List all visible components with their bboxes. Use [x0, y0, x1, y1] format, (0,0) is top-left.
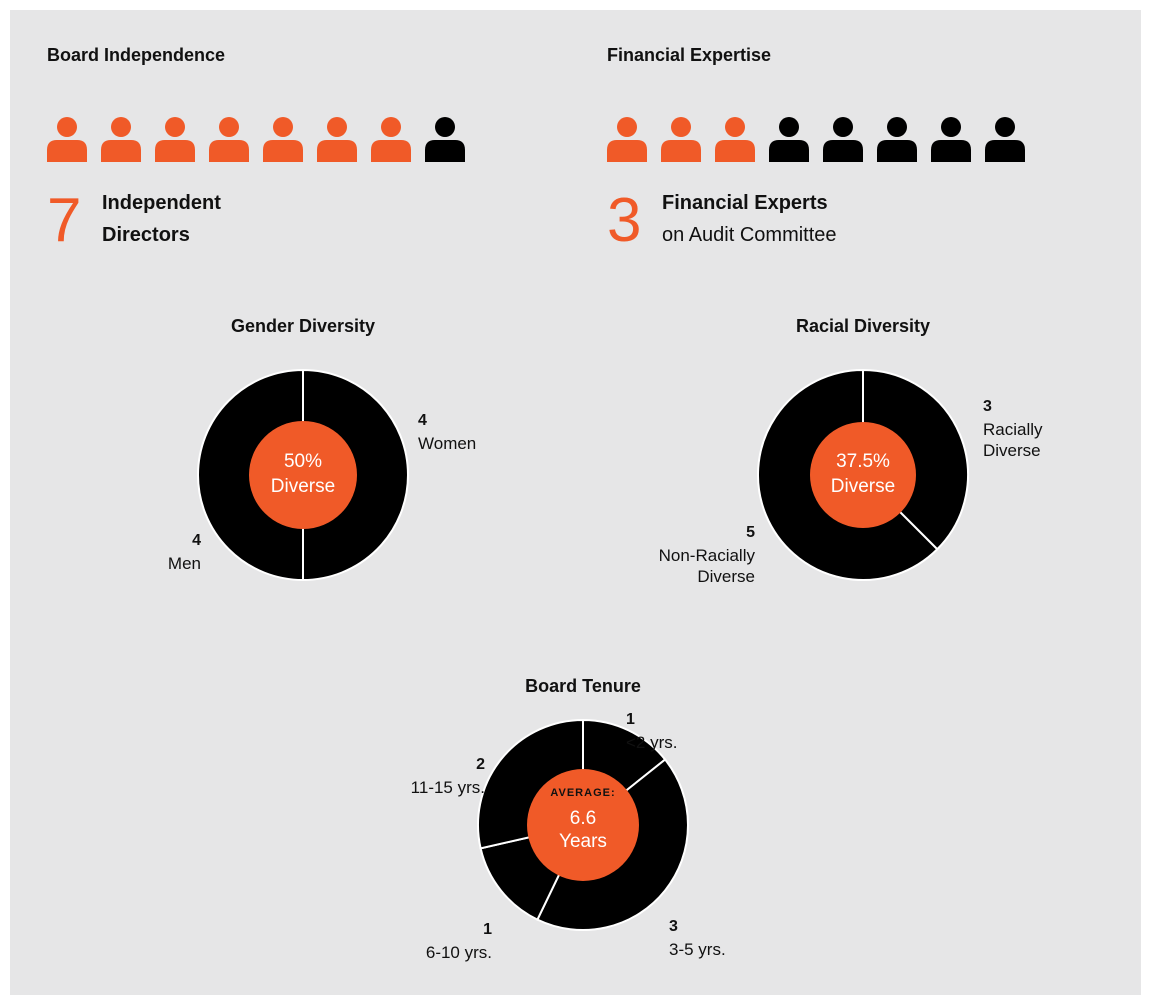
person-icon [101, 117, 141, 162]
icon-body [661, 140, 701, 162]
person-icon [769, 117, 809, 162]
donut-center [810, 422, 916, 528]
center-sub: Years [559, 831, 607, 852]
center-sub: Diverse [270, 476, 336, 497]
icon-body [209, 140, 249, 162]
person-icon [985, 117, 1025, 162]
donut-center [249, 421, 357, 529]
chart-title: Racial Diversity [795, 316, 931, 336]
segment-value: 3 [669, 918, 678, 935]
segment-value: 1 [483, 921, 492, 938]
icon-head [941, 117, 961, 137]
icon-body [931, 140, 971, 162]
icon-head [617, 117, 637, 137]
person-icon [425, 117, 465, 162]
chart-title: Gender Diversity [230, 316, 376, 336]
chart-title: Board Tenure [525, 676, 641, 696]
icon-body [317, 140, 357, 162]
icon-head [219, 117, 239, 137]
icon-body [769, 140, 809, 162]
segment-value: 2 [476, 756, 485, 773]
person-icon [263, 117, 303, 162]
center-value: 37.5% [836, 451, 890, 472]
count-label: Financial Experts [662, 192, 828, 214]
count-label: Independent [102, 192, 221, 214]
icon-body [371, 140, 411, 162]
icon-head [111, 117, 131, 137]
person-icon [317, 117, 357, 162]
segment-label: Women [418, 434, 477, 453]
person-icon [715, 117, 755, 162]
person-icon [607, 117, 647, 162]
person-icon [371, 117, 411, 162]
center-sub: Diverse [830, 476, 896, 497]
person-icon [155, 117, 195, 162]
center-heading: AVERAGE: [550, 787, 616, 799]
icon-head [327, 117, 347, 137]
icon-body [155, 140, 195, 162]
donut-center [527, 769, 639, 881]
segment-value: 5 [746, 524, 755, 541]
icon-body [985, 140, 1025, 162]
segment-value: 4 [192, 532, 201, 549]
segment-label: Men [167, 554, 201, 573]
count: 3 [607, 186, 642, 255]
section-title: Board Independence [47, 45, 226, 65]
icon-head [995, 117, 1015, 137]
count: 7 [47, 186, 82, 255]
icon-head [671, 117, 691, 137]
segment-label: Racially Diverse [983, 420, 1043, 460]
segment-label: 11-15 yrs. [410, 778, 485, 797]
segment-label: Non-Racially Diverse [658, 546, 755, 586]
section-title: Financial Expertise [607, 45, 772, 65]
icon-head [381, 117, 401, 137]
person-icon [823, 117, 863, 162]
icon-head [165, 117, 185, 137]
donut-segment [862, 368, 969, 551]
icon-body [823, 140, 863, 162]
count-label: on Audit Committee [662, 224, 837, 246]
segment-value: 1 [626, 711, 635, 728]
icon-body [877, 140, 917, 162]
icon-head [779, 117, 799, 137]
icon-body [607, 140, 647, 162]
icon-body [263, 140, 303, 162]
icon-head [833, 117, 853, 137]
person-icon [209, 117, 249, 162]
person-icon [877, 117, 917, 162]
segment-label: <2 yrs. [626, 733, 678, 752]
center-value: 6.6 [569, 808, 597, 829]
segment-value: 3 [983, 398, 992, 415]
segment-label: 6-10 yrs. [425, 943, 492, 962]
icon-body [425, 140, 465, 162]
icon-head [273, 117, 293, 137]
icon-head [725, 117, 745, 137]
segment-value: 4 [418, 412, 427, 429]
person-icon [661, 117, 701, 162]
icon-body [715, 140, 755, 162]
icon-head [57, 117, 77, 137]
icon-head [435, 117, 455, 137]
icon-body [47, 140, 87, 162]
icon-body [101, 140, 141, 162]
segment-label: 3-5 yrs. [669, 940, 726, 959]
center-value: 50% [283, 451, 323, 472]
person-icon [47, 117, 87, 162]
icon-head [887, 117, 907, 137]
person-icon [931, 117, 971, 162]
count-label: Directors [102, 224, 190, 246]
